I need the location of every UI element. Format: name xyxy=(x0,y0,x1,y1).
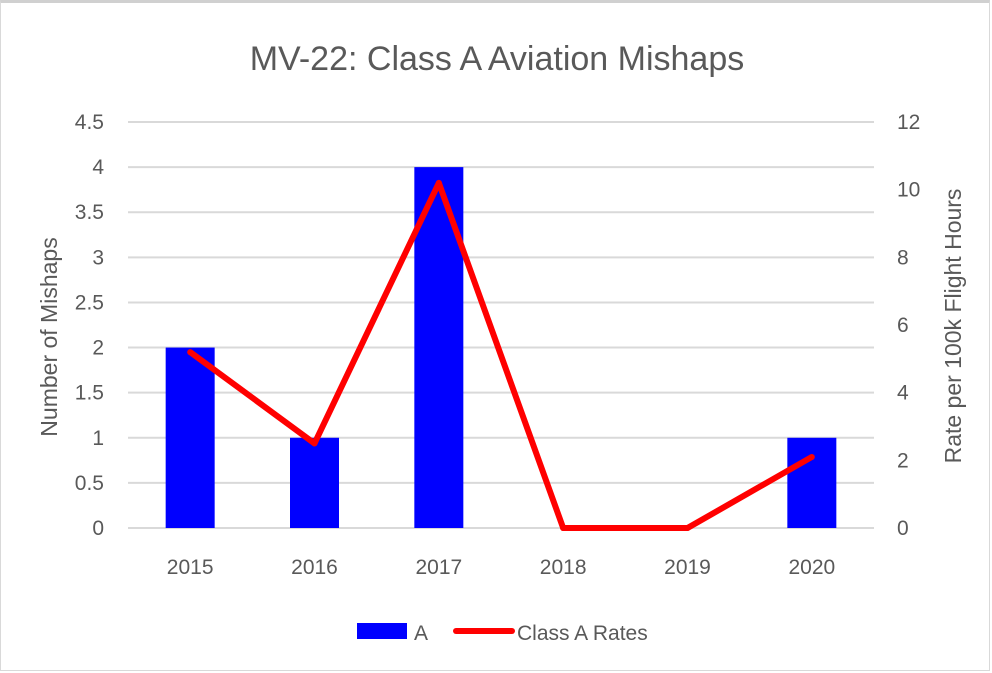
y2-axis-title: Rate per 100k Flight Hours xyxy=(940,189,966,464)
y-tick-label: 3.5 xyxy=(75,201,104,224)
line-point xyxy=(311,440,318,447)
y-tick-label: 2.5 xyxy=(75,291,104,314)
y-tick-label: 0 xyxy=(92,517,104,540)
bar xyxy=(787,437,837,528)
line-point xyxy=(560,525,567,531)
x-axis-ticks: 2015 2016 2017 2018 2019 2020 xyxy=(167,556,835,579)
y-tick-label: 2 xyxy=(92,337,104,360)
line-path xyxy=(188,179,814,531)
y2-tick-label: 0 xyxy=(897,517,909,540)
left-axis-ticks: 0 0.5 1 1.5 2 2.5 3 3.5 4 4.5 xyxy=(75,111,105,540)
legend: A Class A Rates xyxy=(357,622,648,645)
line-point xyxy=(187,349,194,356)
y-tick-label: 1 xyxy=(92,427,104,450)
y2-tick-label: 2 xyxy=(897,449,909,472)
y2-tick-label: 8 xyxy=(897,246,909,269)
line-point xyxy=(435,179,442,186)
y-tick-label: 4 xyxy=(92,156,104,179)
y2-tick-label: 6 xyxy=(897,314,909,337)
gridlines xyxy=(128,121,874,529)
line-series xyxy=(187,179,815,531)
x-tick-label: 2015 xyxy=(167,556,214,579)
y-axis-title: Number of Mishaps xyxy=(36,237,62,436)
right-axis-ticks: 0 2 4 6 8 10 12 xyxy=(897,111,920,540)
legend-label-line: Class A Rates xyxy=(517,622,648,645)
x-tick-label: 2017 xyxy=(415,556,462,579)
y-tick-label: 3 xyxy=(92,246,104,269)
x-tick-label: 2018 xyxy=(540,556,587,579)
bar xyxy=(290,437,339,528)
legend-label-bar: A xyxy=(414,622,428,645)
legend-swatch-bar xyxy=(357,623,407,639)
y-tick-label: 0.5 xyxy=(75,472,104,495)
y2-tick-label: 4 xyxy=(897,382,909,405)
line-point xyxy=(684,525,691,531)
y2-tick-label: 12 xyxy=(897,111,920,134)
y-tick-label: 4.5 xyxy=(75,111,104,134)
chart-title: MV-22: Class A Aviation Mishaps xyxy=(250,40,745,78)
bar xyxy=(165,347,215,528)
y2-tick-label: 10 xyxy=(897,179,920,202)
x-tick-label: 2020 xyxy=(788,556,835,579)
x-tick-label: 2016 xyxy=(291,556,338,579)
bar-series xyxy=(165,167,837,528)
y-tick-label: 1.5 xyxy=(75,382,104,405)
line-point xyxy=(808,453,815,460)
x-tick-label: 2019 xyxy=(664,556,711,579)
